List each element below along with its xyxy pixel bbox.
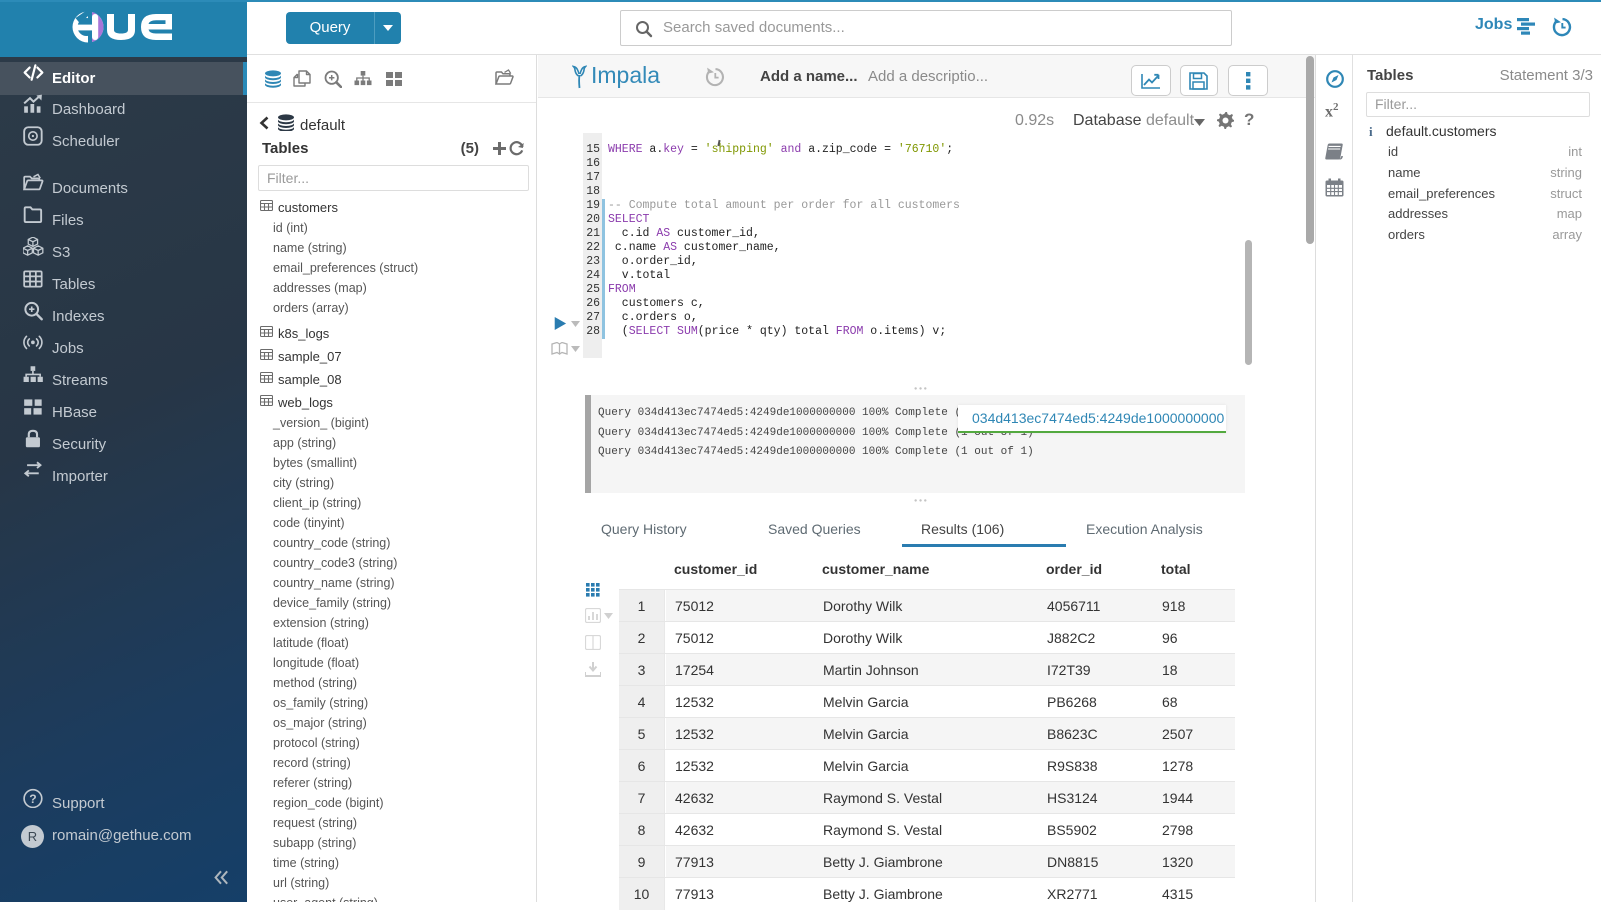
svg-text:?: ? (29, 792, 36, 806)
